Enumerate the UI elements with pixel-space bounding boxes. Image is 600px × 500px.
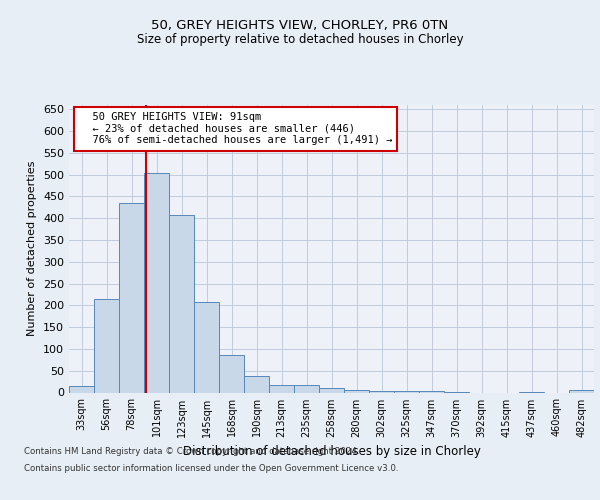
Text: Size of property relative to detached houses in Chorley: Size of property relative to detached ho… xyxy=(137,32,463,46)
Bar xyxy=(569,390,594,392)
Y-axis label: Number of detached properties: Number of detached properties xyxy=(28,161,37,336)
Bar xyxy=(369,391,394,392)
Bar xyxy=(169,215,194,392)
Bar xyxy=(194,302,219,392)
Text: 50, GREY HEIGHTS VIEW, CHORLEY, PR6 0TN: 50, GREY HEIGHTS VIEW, CHORLEY, PR6 0TN xyxy=(151,19,449,32)
Bar xyxy=(294,384,319,392)
Bar xyxy=(119,203,144,392)
Bar xyxy=(419,391,444,392)
Text: 50 GREY HEIGHTS VIEW: 91sqm
  ← 23% of detached houses are smaller (446)
  76% o: 50 GREY HEIGHTS VIEW: 91sqm ← 23% of det… xyxy=(79,112,392,146)
Bar xyxy=(244,376,269,392)
Bar xyxy=(344,390,369,392)
Bar xyxy=(69,386,94,392)
Text: Contains public sector information licensed under the Open Government Licence v3: Contains public sector information licen… xyxy=(24,464,398,473)
Bar xyxy=(144,174,169,392)
Bar xyxy=(319,388,344,392)
Bar xyxy=(219,356,244,393)
Bar xyxy=(394,391,419,392)
Text: Contains HM Land Registry data © Crown copyright and database right 2024.: Contains HM Land Registry data © Crown c… xyxy=(24,448,359,456)
X-axis label: Distribution of detached houses by size in Chorley: Distribution of detached houses by size … xyxy=(182,445,481,458)
Bar xyxy=(94,299,119,392)
Bar xyxy=(269,384,294,392)
